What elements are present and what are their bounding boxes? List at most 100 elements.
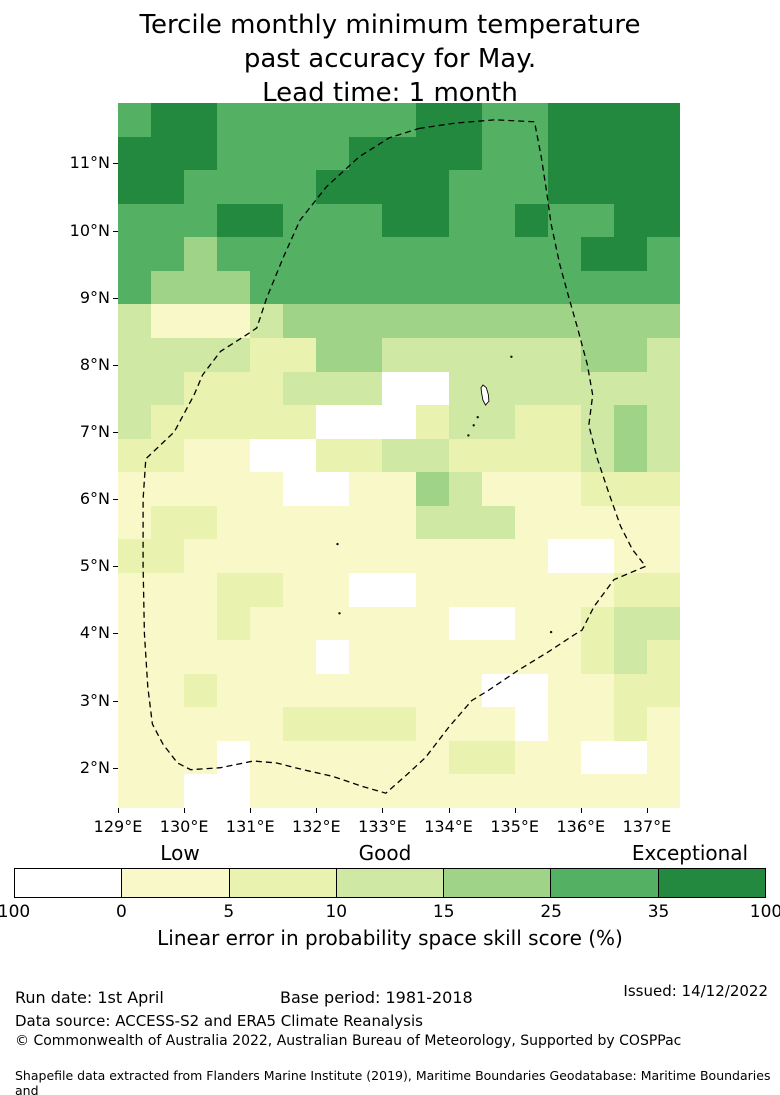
heatmap-cell <box>580 573 614 607</box>
heatmap-cell <box>646 170 680 204</box>
heatmap-cell <box>316 170 350 204</box>
heatmap-cell <box>448 103 482 137</box>
heatmap-cell <box>448 405 482 439</box>
heatmap-cell <box>415 405 449 439</box>
heatmap-cell <box>316 338 350 372</box>
heatmap-cell <box>613 539 647 573</box>
y-tick-label: 10°N <box>69 220 110 240</box>
chart-title: Tercile monthly minimum temperature past… <box>0 8 780 110</box>
heatmap-cell <box>217 740 251 775</box>
heatmap-cell <box>514 472 548 506</box>
heatmap-cell <box>547 606 581 641</box>
heatmap-cell <box>547 338 581 372</box>
heatmap-cell <box>481 673 515 708</box>
heatmap-cell <box>613 673 647 708</box>
x-tick-label: 129°E <box>93 817 143 836</box>
heatmap-cell <box>448 740 482 775</box>
heatmap-cell <box>415 606 449 641</box>
heatmap-cell <box>184 103 218 137</box>
x-tick-mark <box>448 808 450 813</box>
x-tick-label: 131°E <box>225 817 275 836</box>
heatmap-cell <box>250 136 284 171</box>
y-tick-label: 6°N <box>79 489 110 509</box>
heatmap-cell <box>580 371 614 406</box>
heatmap-cell <box>283 539 317 573</box>
heatmap-cell <box>514 573 548 607</box>
heatmap-cell <box>250 237 284 271</box>
colorbar-tick-label: 5 <box>223 902 235 922</box>
heatmap-cell <box>349 170 383 204</box>
heatmap-cell <box>481 304 515 338</box>
heatmap-cell <box>514 707 548 741</box>
heatmap-cell <box>217 170 251 204</box>
heatmap-cell <box>151 673 185 708</box>
heatmap-cell <box>184 505 218 540</box>
heatmap-cell <box>118 338 152 372</box>
heatmap-cell <box>316 270 350 305</box>
heatmap-cell <box>382 237 416 271</box>
heatmap-cell <box>514 539 548 573</box>
footer-data-source: Data source: ACCESS-S2 and ERA5 Climate … <box>15 1012 423 1030</box>
heatmap-cell <box>316 405 350 439</box>
heatmap-cell <box>448 472 482 506</box>
heatmap-cell <box>448 170 482 204</box>
heatmap-cell <box>448 304 482 338</box>
heatmap-cell <box>448 338 482 372</box>
heatmap-cell <box>217 640 251 674</box>
heatmap-cell <box>118 640 152 674</box>
heatmap-cell <box>580 505 614 540</box>
heatmap-cell <box>613 740 647 775</box>
heatmap-cell <box>118 472 152 506</box>
heatmap-cell <box>118 707 152 741</box>
chart-title-line1: Tercile monthly minimum temperature <box>139 10 641 40</box>
heatmap-cell <box>217 103 251 137</box>
heatmap-cell <box>151 573 185 607</box>
heatmap-cell <box>382 505 416 540</box>
heatmap-cell <box>250 573 284 607</box>
heatmap-cell <box>151 103 185 137</box>
heatmap-cell <box>481 640 515 674</box>
heatmap-cell <box>448 270 482 305</box>
heatmap-cell <box>415 237 449 271</box>
heatmap-cell <box>580 270 614 305</box>
x-tick-mark <box>580 808 582 813</box>
heatmap-cell <box>283 371 317 406</box>
colorbar-axis-label: Linear error in probability space skill … <box>157 926 623 950</box>
heatmap-cell <box>415 136 449 171</box>
heatmap-cell <box>217 270 251 305</box>
colorbar-tick-label: 35 <box>647 902 670 922</box>
heatmap-cell <box>316 539 350 573</box>
heatmap-cell <box>217 673 251 708</box>
heatmap-cell <box>184 740 218 775</box>
heatmap-cell <box>349 774 383 808</box>
heatmap-cell <box>415 539 449 573</box>
heatmap-cell <box>184 270 218 305</box>
heatmap-cell <box>151 539 185 573</box>
y-tick-label: 8°N <box>79 354 110 374</box>
colorbar-segment <box>550 869 658 897</box>
heatmap-cell <box>349 438 383 473</box>
heatmap-cell <box>448 505 482 540</box>
heatmap-cell <box>448 774 482 808</box>
heatmap-cell <box>151 237 185 271</box>
heatmap-cell <box>481 438 515 473</box>
x-tick-mark <box>316 808 318 813</box>
heatmap-cell <box>382 405 416 439</box>
heatmap-cell <box>316 606 350 641</box>
x-tick-label: 134°E <box>424 817 473 836</box>
colorbar-segment <box>657 869 765 897</box>
heatmap-cell <box>382 707 416 741</box>
heatmap-cell <box>283 304 317 338</box>
heatmap-cell <box>118 606 152 641</box>
heatmap-cell <box>448 136 482 171</box>
heatmap-cell <box>415 774 449 808</box>
heatmap-cell <box>118 505 152 540</box>
heatmap-cell <box>184 673 218 708</box>
heatmap-cell <box>580 640 614 674</box>
heatmap-cell <box>250 304 284 338</box>
heatmap-cell <box>217 338 251 372</box>
heatmap-cell <box>217 203 251 238</box>
heatmap-cell <box>481 539 515 573</box>
heatmap-cell <box>646 103 680 137</box>
heatmap-cell <box>613 472 647 506</box>
